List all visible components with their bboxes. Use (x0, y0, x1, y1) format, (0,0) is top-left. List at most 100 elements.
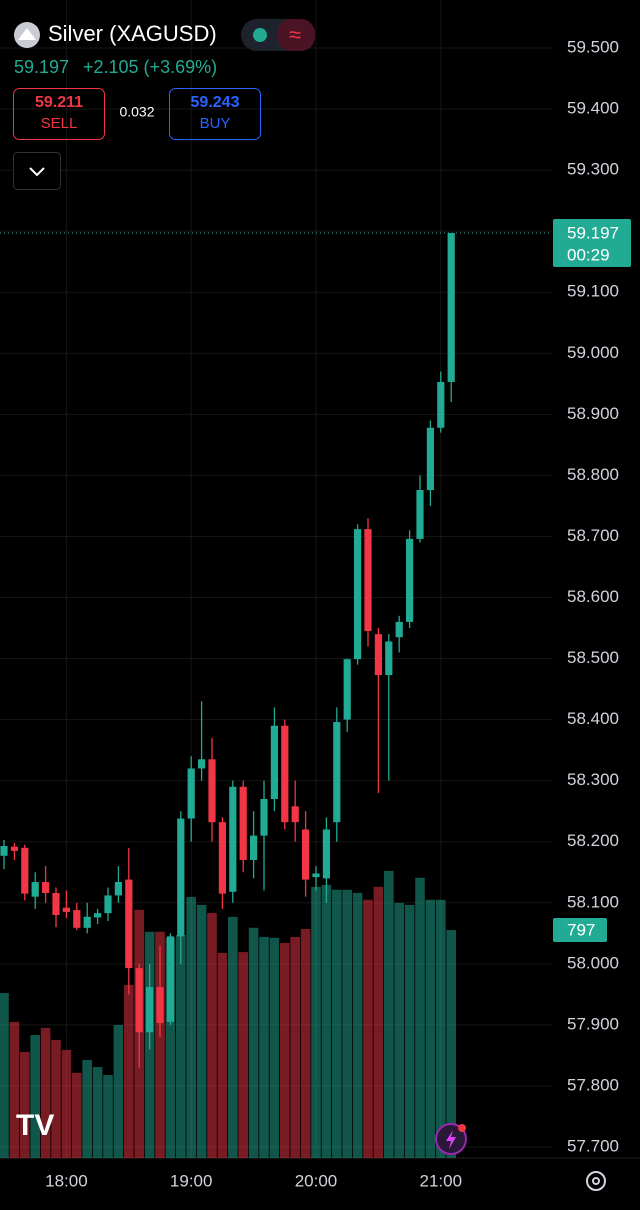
candle-body (385, 641, 393, 676)
candle-body (312, 873, 320, 878)
volume-bar (425, 899, 436, 1158)
candle-body (31, 882, 39, 897)
y-tick-label: 58.200 (567, 831, 619, 850)
y-tick-label: 58.100 (567, 892, 619, 911)
candle-body (322, 829, 330, 879)
volume-tag (553, 918, 607, 943)
y-tick-label: 58.800 (567, 465, 619, 484)
volume-bar (0, 992, 9, 1158)
candle-body (135, 968, 143, 1033)
volume-bar (51, 1039, 61, 1158)
y-tick-label: 57.700 (567, 1136, 619, 1155)
volume-bar (217, 952, 228, 1158)
candle-body (208, 759, 216, 823)
candle-body (437, 381, 445, 428)
volume-bar (311, 886, 321, 1158)
volume-bar (72, 1072, 82, 1158)
volume-bar (394, 902, 404, 1158)
buy-button[interactable] (169, 88, 261, 140)
candle-body (239, 786, 247, 861)
candle-body (198, 759, 206, 769)
price-change: +2.105 (+3.69%) (83, 57, 217, 77)
brand-logo: TV (16, 1109, 54, 1142)
volume-bar (238, 952, 248, 1158)
sell-label: SELL (41, 115, 78, 132)
volume-bar (363, 899, 373, 1158)
y-tick-label: 59.300 (567, 160, 619, 179)
countdown-label: 00:29 (567, 245, 610, 264)
chevron-icon (29, 167, 45, 177)
candle-body (125, 879, 133, 969)
y-tick-label: 59.400 (567, 99, 619, 118)
candle-body (114, 882, 122, 896)
y-tick-label: 59.100 (567, 282, 619, 301)
candle-body (354, 529, 362, 660)
candle-body (146, 987, 154, 1033)
y-tick-label: 59.500 (567, 37, 619, 56)
candle-body (62, 907, 70, 912)
volume-bar (196, 904, 207, 1158)
candle-body (83, 916, 91, 928)
volume-bar (259, 936, 269, 1158)
volume-bar (436, 899, 446, 1158)
last-price: 59.197 (14, 57, 69, 77)
volume-bar (20, 1051, 30, 1158)
sell-button[interactable] (13, 88, 105, 140)
volume-bar (92, 1067, 103, 1158)
volume-bar (373, 886, 384, 1158)
spread: 0.032 (119, 104, 154, 120)
candle-body (52, 893, 60, 915)
y-tick-label: 58.600 (567, 587, 619, 606)
y-tick-label: 57.900 (567, 1014, 619, 1033)
candle-body (0, 845, 8, 856)
volume-bar (446, 930, 456, 1158)
candle-body (177, 818, 185, 937)
candle-body (42, 882, 50, 894)
candle-body (250, 835, 258, 861)
candle-body (302, 829, 310, 880)
volume-bar (165, 937, 176, 1158)
candle-body (260, 798, 268, 836)
candle-body (416, 490, 424, 539)
y-tick-label: 58.000 (567, 953, 619, 972)
volume-bar (290, 936, 300, 1158)
last-price-label: 59.197 (567, 223, 619, 242)
volume-bar (103, 1075, 113, 1158)
volume-bar (155, 931, 165, 1158)
buy-price: 59.243 (191, 94, 240, 111)
volume-bar (300, 928, 311, 1158)
candle-body (187, 768, 195, 819)
settings-icon[interactable] (586, 1171, 606, 1191)
y-tick-label: 58.300 (567, 770, 619, 789)
volume-bar (332, 889, 342, 1158)
volume-bar (342, 889, 352, 1158)
last-price-tag (553, 218, 631, 267)
symbol-title[interactable]: Silver (XAGUSD) (48, 21, 217, 46)
y-tick-label: 58.700 (567, 526, 619, 545)
x-tick-label: 20:00 (295, 1171, 338, 1190)
volume-bar (124, 984, 134, 1158)
alert-dot (458, 1124, 466, 1132)
x-tick-label: 21:00 (420, 1171, 463, 1190)
volume-bar (30, 1035, 40, 1158)
candle-body (406, 538, 414, 622)
candle-body (229, 786, 237, 892)
x-tick-label: 19:00 (170, 1171, 213, 1190)
candle-body (218, 822, 226, 894)
delay-icon: ≈ (289, 22, 301, 47)
collapse-button[interactable] (13, 152, 61, 190)
candle-body (343, 659, 351, 720)
volume-bar (82, 1059, 92, 1158)
sell-price: 59.211 (35, 94, 83, 111)
volume-bar (228, 916, 238, 1158)
volume-bar (186, 896, 196, 1158)
volume-bar (40, 1027, 51, 1158)
volume-bar (415, 877, 425, 1158)
candle-body (104, 895, 112, 914)
candle-body (166, 936, 174, 1022)
candle-body (94, 913, 102, 918)
candle-body (21, 847, 29, 894)
bolt-icon (446, 1130, 456, 1149)
